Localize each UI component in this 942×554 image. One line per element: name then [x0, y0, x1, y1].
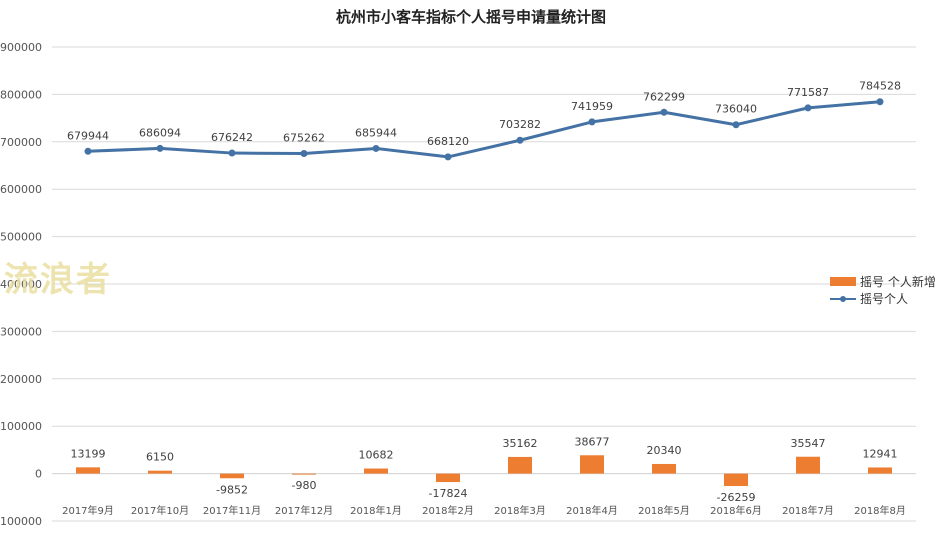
line-data-label: 676242 — [211, 131, 253, 144]
y-tick-label: 700000 — [0, 136, 42, 149]
x-tick-label: 2018年1月 — [350, 504, 402, 517]
legend-item-bar: 摇号 个人新增 — [830, 273, 936, 290]
bar — [868, 467, 892, 473]
bar — [148, 471, 172, 474]
line-point — [157, 145, 164, 152]
line-point — [229, 150, 236, 157]
line-data-label: 736040 — [715, 103, 757, 116]
bar — [436, 474, 460, 482]
y-tick-label: 200000 — [0, 373, 42, 386]
bar-data-label: -17824 — [429, 487, 468, 500]
x-tick-label: 2018年2月 — [422, 504, 474, 517]
legend: 摇号 个人新增 摇号个人 — [830, 273, 936, 307]
x-tick-label: 2018年4月 — [566, 504, 618, 517]
y-tick-label: 300000 — [0, 325, 42, 338]
bar-data-label: -9852 — [216, 483, 248, 496]
line-point — [445, 153, 452, 160]
bar-data-label: 10682 — [359, 449, 394, 462]
y-tick-label: 500000 — [0, 231, 42, 244]
bar — [508, 457, 532, 474]
data-labels: 13199 6150 -9852 -980 10682 -17824 35162 38677 2… — [67, 80, 901, 504]
x-tick-label: 2017年11月 — [203, 504, 261, 517]
line-point — [733, 121, 740, 128]
line-point — [301, 150, 308, 157]
bar-series — [76, 455, 892, 486]
legend-line-swatch — [830, 294, 856, 304]
line-data-label: 771587 — [787, 86, 829, 99]
line-point — [373, 145, 380, 152]
x-axis-tick-labels: 2017年9月 2017年10月 2017年11月 2017年12月 2018年1月 20… — [62, 504, 906, 517]
line-point — [589, 118, 596, 125]
y-tick-label: 900000 — [0, 41, 42, 54]
line-data-label: 703282 — [499, 118, 541, 131]
watermark: 流浪者 — [4, 252, 112, 301]
x-tick-label: 2018年6月 — [710, 504, 762, 517]
y-tick-label: 600000 — [0, 183, 42, 196]
x-tick-label: 2018年7月 — [782, 504, 834, 517]
x-tick-label: 2017年10月 — [131, 504, 189, 517]
y-tick-label: -100000 — [0, 515, 42, 528]
x-tick-label: 2017年12月 — [275, 504, 333, 517]
x-tick-label: 2017年9月 — [62, 504, 114, 517]
line-data-label: 679944 — [67, 129, 109, 142]
bar-data-label: 38677 — [575, 435, 610, 448]
line-data-label: 762299 — [643, 90, 685, 103]
bar — [364, 469, 388, 474]
line-data-label: 668120 — [427, 135, 469, 148]
line-data-label: 784528 — [859, 80, 901, 93]
line-point — [517, 137, 524, 144]
line-series — [85, 98, 884, 160]
line-data-label: 686094 — [139, 126, 181, 139]
bar — [796, 457, 820, 474]
legend-line-label: 摇号个人 — [860, 290, 908, 307]
bar-data-label: 6150 — [146, 451, 174, 464]
line-data-label: 741959 — [571, 100, 613, 113]
y-tick-label: 800000 — [0, 88, 42, 101]
line-point — [661, 109, 668, 116]
bar — [292, 474, 316, 475]
x-tick-label: 2018年8月 — [854, 504, 906, 517]
legend-bar-swatch — [830, 277, 856, 286]
y-tick-label: 0 — [35, 468, 42, 481]
legend-bar-label: 摇号 个人新增 — [860, 273, 936, 290]
line-point — [877, 98, 884, 105]
bar — [76, 467, 100, 473]
bar — [220, 474, 244, 479]
gridlines — [52, 47, 916, 521]
line-data-label: 675262 — [283, 132, 325, 145]
legend-item-line: 摇号个人 — [830, 290, 936, 307]
bar-data-label: 13199 — [71, 447, 106, 460]
x-tick-label: 2018年5月 — [638, 504, 690, 517]
line-data-label: 685944 — [355, 126, 397, 139]
bar-data-label: 12941 — [863, 447, 898, 460]
x-tick-label: 2018年3月 — [494, 504, 546, 517]
bar-data-label: 35162 — [503, 437, 538, 450]
bar — [652, 464, 676, 474]
series-line — [88, 102, 880, 157]
y-tick-label: 100000 — [0, 420, 42, 433]
bar — [580, 455, 604, 473]
bar-data-label: 35547 — [791, 437, 826, 450]
line-point — [805, 104, 812, 111]
bar-data-label: -980 — [292, 479, 317, 492]
bar-data-label: -26259 — [717, 491, 756, 504]
bar — [724, 474, 748, 486]
line-point — [85, 148, 92, 155]
bar-data-label: 20340 — [647, 444, 682, 457]
